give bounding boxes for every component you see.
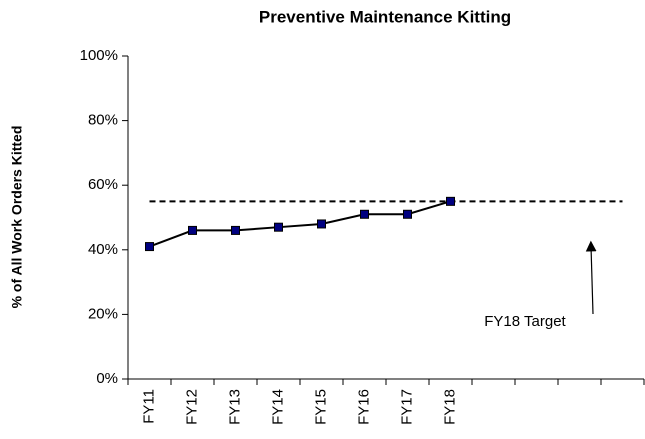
marker bbox=[145, 242, 154, 252]
annotation-arrow bbox=[585, 240, 597, 315]
marker bbox=[360, 209, 369, 219]
x-tick-label: FY12 bbox=[183, 389, 200, 425]
series-line bbox=[149, 200, 451, 248]
marker bbox=[317, 219, 326, 229]
x-tick-label: FY14 bbox=[269, 389, 286, 425]
x-tick-label: FY15 bbox=[312, 389, 329, 425]
annotation: FY18 Target bbox=[484, 313, 566, 330]
y-tick-label: 80% bbox=[88, 112, 118, 129]
y-tick-label: 100% bbox=[80, 47, 118, 64]
marker bbox=[274, 222, 283, 232]
y-tick-label: 40% bbox=[88, 241, 118, 258]
x-tick-label: FY11 bbox=[140, 389, 157, 424]
chart-title: Preventive Maintenance Kitting bbox=[259, 7, 511, 26]
x-tick-label: FY18 bbox=[441, 389, 458, 425]
y-tick-label: 60% bbox=[88, 176, 118, 193]
marker bbox=[231, 225, 240, 235]
marker bbox=[188, 225, 197, 235]
marker bbox=[403, 209, 412, 219]
x-tick-label: FY13 bbox=[226, 389, 243, 425]
marker bbox=[446, 196, 455, 206]
y-tick-label: 0% bbox=[96, 370, 118, 387]
y-axis-label: % of All Work Orders Kitted bbox=[9, 126, 25, 309]
y-tick-label: 20% bbox=[88, 305, 118, 322]
x-tick-label: FY16 bbox=[355, 389, 372, 425]
x-tick-label: FY17 bbox=[398, 389, 415, 425]
